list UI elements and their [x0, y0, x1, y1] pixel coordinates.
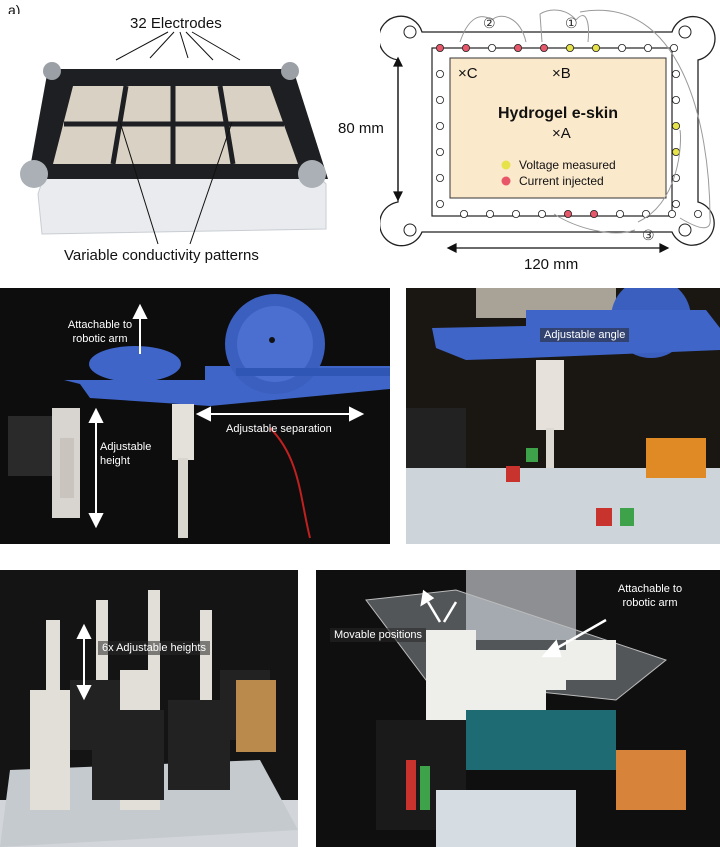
point-c: ×C: [458, 65, 478, 82]
electrode-dot: [589, 209, 598, 218]
electrode-dot: [460, 209, 469, 218]
robot-mount-annotations: Attachable to robotic arm: [420, 583, 682, 658]
electrode-dot: [693, 209, 702, 218]
point-a: ×A: [552, 125, 571, 142]
height-dimension-label: 80 mm: [338, 120, 384, 137]
angle-label: Adjustable angle: [540, 328, 630, 342]
multi-probe-annotations: [76, 623, 92, 701]
electrode-dot: [641, 209, 650, 218]
electrode-dot: [617, 44, 626, 53]
electrode-dot: [563, 209, 572, 218]
photo-a-annotations: 32 Electrodes Variable conductivity patt…: [64, 15, 259, 264]
electrode-dot: [671, 199, 680, 208]
electrode-dot: [669, 44, 678, 53]
electrode-dot: [565, 44, 574, 53]
electrode-dot: [513, 44, 522, 53]
positions-label: Movable positions: [330, 628, 427, 642]
height-label-line2: height: [100, 455, 130, 467]
electrode-dot: [436, 199, 445, 208]
electrode-dot: [436, 96, 445, 105]
arm-label-line2: robotic arm: [72, 333, 127, 345]
hydrogel-skin: [449, 57, 667, 199]
legend-voltage: Voltage measured: [519, 158, 616, 172]
electrodes-label: 32 Electrodes: [130, 15, 222, 32]
electrode-dot: [671, 147, 680, 156]
electrode-dot: [436, 173, 445, 182]
marker-1: ①: [565, 16, 578, 32]
mount-arm-label-line1: Attachable to: [618, 583, 682, 595]
width-dimension-label: 120 mm: [524, 256, 579, 273]
probe-photo-left: [0, 288, 390, 544]
electrode-dot: [643, 44, 652, 53]
electrode-dot: [615, 209, 624, 218]
electrode-dot: [462, 44, 471, 53]
point-b: ×B: [552, 65, 571, 82]
electrode-dot: [436, 44, 445, 53]
patterns-label: Variable conductivity patterns: [64, 247, 259, 264]
electrode-array-photo: [8, 14, 338, 244]
height-label-line1: Adjustable: [100, 441, 151, 453]
multi-probe-photo: [0, 570, 298, 847]
heights-label: 6x Adjustable heights: [98, 641, 210, 655]
arm-label-line1: Attachable to: [68, 319, 132, 331]
marker-3: ③: [642, 228, 655, 244]
electrode-dot: [488, 44, 497, 53]
electrode-dot: [591, 44, 600, 53]
diagram-title: Hydrogel e-skin: [498, 105, 618, 122]
electrode-dot: [671, 70, 680, 79]
electrode-dot: [667, 209, 676, 218]
mount-arm-label-line2: robotic arm: [622, 597, 677, 609]
electrode-dot: [539, 44, 548, 53]
probe-left-annotations: Attachable to robotic arm Adjustable hei…: [68, 303, 365, 529]
electrode-dot: [671, 122, 680, 131]
electrode-dot: [671, 96, 680, 105]
electrode-dot: [511, 209, 520, 218]
separation-label: Adjustable separation: [226, 423, 332, 435]
marker-2: ②: [483, 16, 496, 32]
probe-photo-right: [406, 288, 720, 544]
robot-mount-photo: [316, 570, 720, 847]
electrode-dot: [436, 147, 445, 156]
electrode-dot: [486, 209, 495, 218]
electrode-dot: [537, 209, 546, 218]
legend-current: Current injected: [519, 174, 604, 188]
electrode-dot: [436, 70, 445, 79]
electrode-dot: [436, 122, 445, 131]
e-skin-diagram: Hydrogel e-skin ×C ×B ×A Voltage measure…: [380, 9, 716, 253]
